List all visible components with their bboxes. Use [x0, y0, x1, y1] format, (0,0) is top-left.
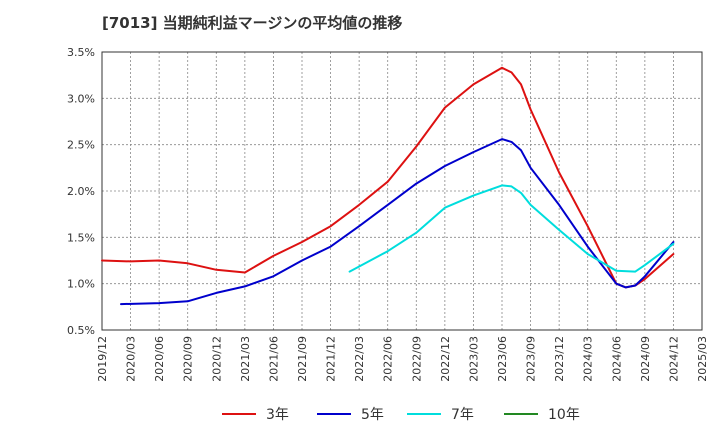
x-tick-label: 2022/12 [439, 336, 452, 382]
x-tick-label: 2020/03 [125, 336, 138, 382]
chart-title: [7013] 当期純利益マージンの平均値の推移 [102, 14, 403, 32]
x-tick-label: 2024/09 [639, 336, 652, 382]
x-tick-label: 2025/03 [696, 336, 709, 382]
y-tick-label: 0.5% [67, 324, 95, 337]
x-tick-label: 2022/03 [353, 336, 366, 382]
x-tick-label: 2023/06 [496, 336, 509, 382]
x-tick-label: 2020/06 [153, 336, 166, 382]
y-tick-label: 1.5% [67, 231, 95, 244]
series-line [120, 138, 675, 306]
series-line [348, 184, 675, 273]
y-tick-label: 3.0% [67, 92, 95, 105]
y-tick-label: 3.5% [67, 46, 95, 59]
x-tick-label: 2024/06 [610, 336, 623, 382]
legend-label: 7年 [451, 407, 474, 423]
legend-label: 5年 [361, 407, 384, 423]
x-tick-label: 2019/12 [96, 336, 109, 382]
y-tick-label: 2.5% [67, 139, 95, 152]
x-tick-label: 2020/09 [182, 336, 195, 382]
legend-label: 10年 [548, 407, 580, 423]
y-tick-label: 2.0% [67, 185, 95, 198]
x-tick-label: 2023/03 [467, 336, 480, 382]
x-tick-label: 2020/12 [210, 336, 223, 382]
y-tick-label: 1.0% [67, 278, 95, 291]
x-tick-label: 2023/09 [525, 336, 538, 382]
x-tick-label: 2021/09 [296, 336, 309, 382]
x-tick-label: 2021/03 [239, 336, 252, 382]
x-tick-label: 2021/12 [325, 336, 338, 382]
x-tick-label: 2022/06 [382, 336, 395, 382]
x-tick-label: 2022/09 [410, 336, 423, 382]
x-tick-label: 2021/06 [267, 336, 280, 382]
plot-frame [101, 51, 703, 331]
x-tick-label: 2024/12 [667, 336, 680, 382]
x-tick-label: 2024/03 [582, 336, 595, 382]
legend-label: 3年 [266, 407, 289, 423]
x-tick-label: 2023/12 [553, 336, 566, 382]
